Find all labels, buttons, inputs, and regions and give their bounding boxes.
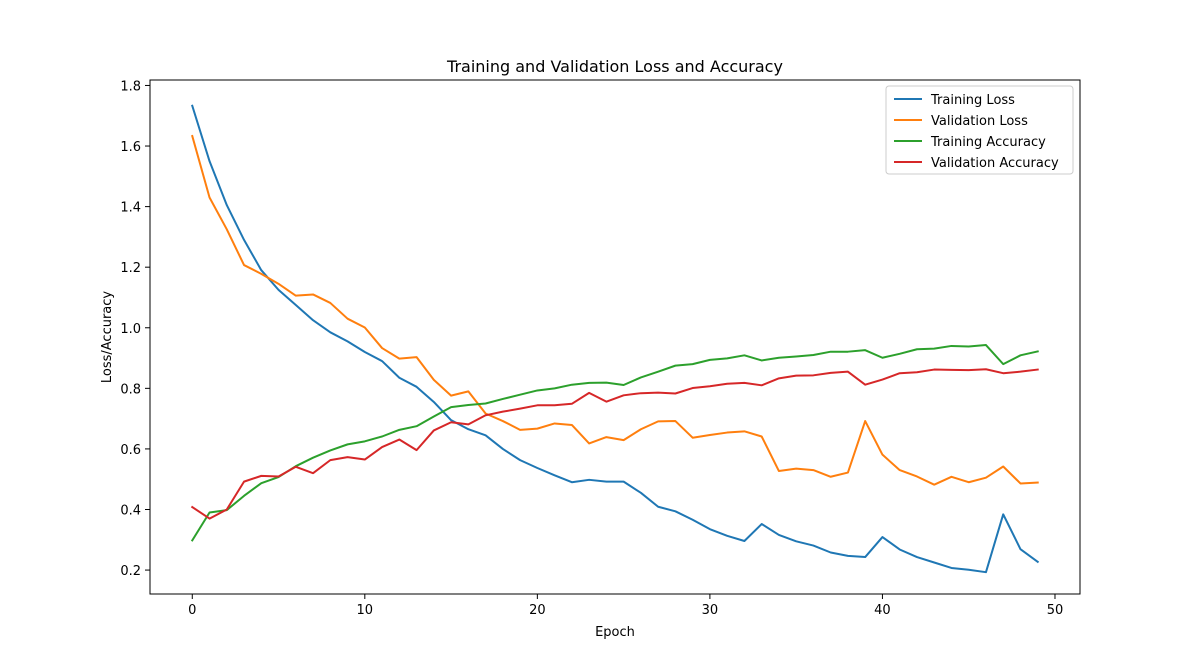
- y-tick-label: 0.4: [120, 503, 141, 518]
- x-tick-label: 10: [357, 603, 374, 618]
- y-axis-label: Loss/Accuracy: [100, 291, 115, 384]
- legend: Training Loss Validation Loss Training Acc…: [885, 85, 1074, 175]
- y-tick-label: 0.2: [120, 564, 141, 579]
- plot-frame: [149, 79, 1081, 595]
- legend-label: Training Loss: [930, 93, 1015, 108]
- y-tick-label: 1.2: [120, 261, 141, 276]
- x-tick-label: 0: [188, 603, 196, 618]
- legend-entries: Training Loss Validation Loss Training Acc…: [894, 93, 1059, 171]
- legend-box: [885, 85, 1074, 175]
- y-tick-label: 1.0: [120, 322, 141, 337]
- y-tick-label: 0.6: [120, 443, 141, 458]
- legend-label: Validation Loss: [931, 114, 1028, 129]
- y-tick-label: 1.4: [120, 201, 141, 216]
- axes-layer: 0 10 20 30 40 50 0.2 0.4 0.6 0.8 1.0 1.2 1.4 1.6 1.8: [120, 79, 1081, 618]
- x-tick-label: 30: [702, 603, 719, 618]
- y-tick-label: 1.8: [120, 79, 141, 94]
- series-line-validation-accuracy: [190, 368, 1039, 520]
- series-layer: [190, 104, 1040, 574]
- x-tick-label: 20: [529, 603, 546, 618]
- chart-title: Training and Validation Loss and Accurac…: [446, 57, 783, 76]
- legend-label: Validation Accuracy: [931, 156, 1059, 171]
- x-tick-label: 40: [874, 603, 891, 618]
- legend-label: Training Accuracy: [930, 135, 1046, 150]
- series-line-training-accuracy: [190, 344, 1039, 542]
- series-line-validation-loss: [191, 134, 1039, 486]
- y-tick-label: 1.6: [120, 140, 141, 155]
- y-tick-label: 0.8: [120, 382, 141, 397]
- x-tick-label: 50: [1047, 603, 1064, 618]
- x-axis-label: Epoch: [595, 625, 635, 640]
- series-line-training-loss: [191, 104, 1040, 574]
